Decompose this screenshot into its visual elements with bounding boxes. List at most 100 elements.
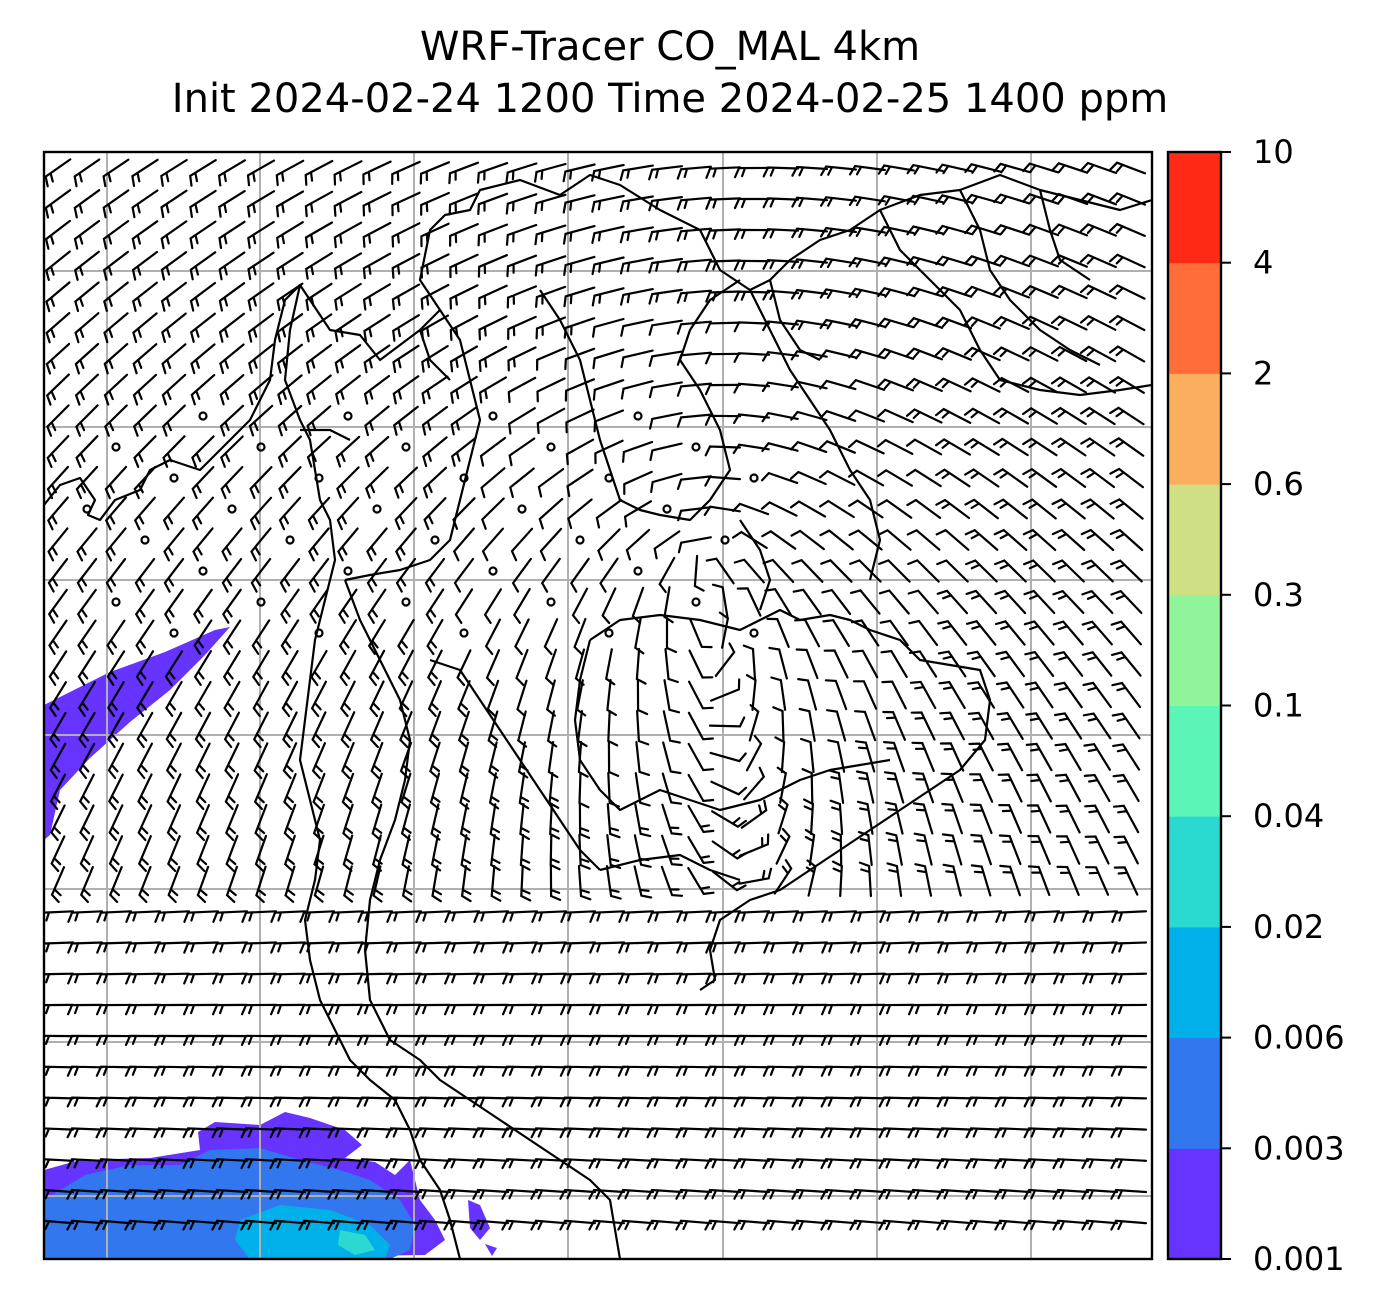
wind-barb xyxy=(881,680,907,710)
wind-barb xyxy=(44,1219,75,1231)
wind-barb xyxy=(124,1096,162,1108)
wind-barb xyxy=(1052,1096,1090,1108)
wind-barb xyxy=(710,678,741,702)
wind-barb xyxy=(604,648,616,686)
wind-barb xyxy=(662,710,681,744)
wind-barb xyxy=(241,1003,278,1016)
wind-barb xyxy=(79,835,95,873)
wind-barb xyxy=(246,190,275,218)
wind-barb xyxy=(574,648,586,686)
wind-barb xyxy=(620,349,654,369)
wind-barb xyxy=(530,1034,568,1046)
wind-barb xyxy=(661,834,683,867)
wind-barb xyxy=(105,558,127,593)
wind-barb xyxy=(705,352,742,365)
wind-barb xyxy=(879,972,916,985)
wind-barb xyxy=(676,382,712,397)
calm-wind-marker xyxy=(691,597,701,607)
wind-barb xyxy=(282,711,298,749)
wind-barb xyxy=(1051,437,1087,457)
wind-barb xyxy=(733,382,771,394)
wind-barb xyxy=(1083,773,1111,803)
wind-barb xyxy=(219,374,245,406)
wind-barb xyxy=(821,1003,858,1016)
wind-barb xyxy=(963,316,1001,330)
wind-barb xyxy=(131,250,159,281)
wind-barb xyxy=(617,1158,655,1170)
map-title: WRF-Tracer CO_MAL 4km Init 2024-02-24 12… xyxy=(0,22,1340,126)
wind-barb xyxy=(994,1065,1032,1077)
wind-barb xyxy=(425,588,445,624)
wind-barb xyxy=(563,317,596,339)
wind-barb xyxy=(386,910,423,923)
wind-barb xyxy=(733,1127,771,1139)
wind-barb xyxy=(298,1219,336,1231)
wind-barb xyxy=(790,319,828,331)
wind-barb xyxy=(569,557,590,593)
wind-barb xyxy=(703,505,741,516)
wind-barb xyxy=(854,710,877,742)
wind-barb xyxy=(1051,406,1087,425)
wind-barb xyxy=(333,252,362,280)
wind-barb xyxy=(328,910,365,923)
wind-barb xyxy=(589,1003,626,1016)
wind-barb xyxy=(1082,910,1119,923)
wind-barb xyxy=(1109,467,1144,489)
wind-barb xyxy=(595,499,623,529)
wind-barb xyxy=(333,160,363,186)
wind-barb xyxy=(675,1158,713,1170)
wind-barb xyxy=(66,1034,104,1046)
wind-barb xyxy=(967,711,995,741)
wind-barb xyxy=(704,414,742,426)
wind-barb xyxy=(135,650,155,686)
wind-barb xyxy=(820,1188,858,1200)
wind-barb xyxy=(283,773,297,811)
wind-barb xyxy=(67,1003,104,1016)
wind-barb xyxy=(592,379,625,401)
wind-barb xyxy=(478,345,508,372)
wind-barb xyxy=(820,1096,858,1108)
wind-barb xyxy=(343,865,354,903)
wind-barb xyxy=(886,862,903,897)
wind-barb xyxy=(592,348,625,370)
wind-barb xyxy=(335,435,361,468)
wind-barb xyxy=(885,831,903,866)
wind-barb xyxy=(687,867,715,896)
wind-barb xyxy=(789,500,827,518)
wind-barb xyxy=(936,1065,974,1077)
wind-barb xyxy=(44,1003,75,1015)
wind-barb xyxy=(78,742,96,780)
wind-barb xyxy=(994,1188,1032,1200)
wind-barb xyxy=(937,650,967,678)
wind-barb xyxy=(391,222,421,248)
wind-barb xyxy=(906,316,944,329)
wind-barb xyxy=(1110,1096,1148,1108)
wind-barb xyxy=(109,866,123,904)
wind-barb xyxy=(472,1158,510,1170)
wind-barb xyxy=(1052,1188,1090,1200)
wind-barb xyxy=(543,618,559,656)
wind-barb xyxy=(790,440,828,453)
wind-barb xyxy=(50,835,66,873)
wind-barb xyxy=(248,343,274,374)
calm-wind-marker xyxy=(401,597,411,607)
wind-barb xyxy=(693,554,705,592)
wind-barb xyxy=(189,189,217,218)
wind-barb xyxy=(367,619,386,655)
wind-barb xyxy=(819,499,855,519)
wind-barb xyxy=(483,588,502,624)
wind-barb xyxy=(73,189,101,219)
wind-barb xyxy=(283,803,297,841)
wind-barb xyxy=(472,1034,510,1046)
wind-barb xyxy=(1022,437,1058,457)
wind-barb xyxy=(49,773,66,811)
wind-barb xyxy=(663,679,681,714)
wind-barb xyxy=(240,1096,278,1108)
wind-barb xyxy=(247,282,275,312)
wind-barb xyxy=(254,834,268,872)
wind-barb xyxy=(95,1188,133,1200)
wind-barb xyxy=(712,870,747,892)
wind-barb xyxy=(648,288,683,305)
wind-barb xyxy=(472,1219,510,1231)
wind-barb xyxy=(161,343,187,375)
